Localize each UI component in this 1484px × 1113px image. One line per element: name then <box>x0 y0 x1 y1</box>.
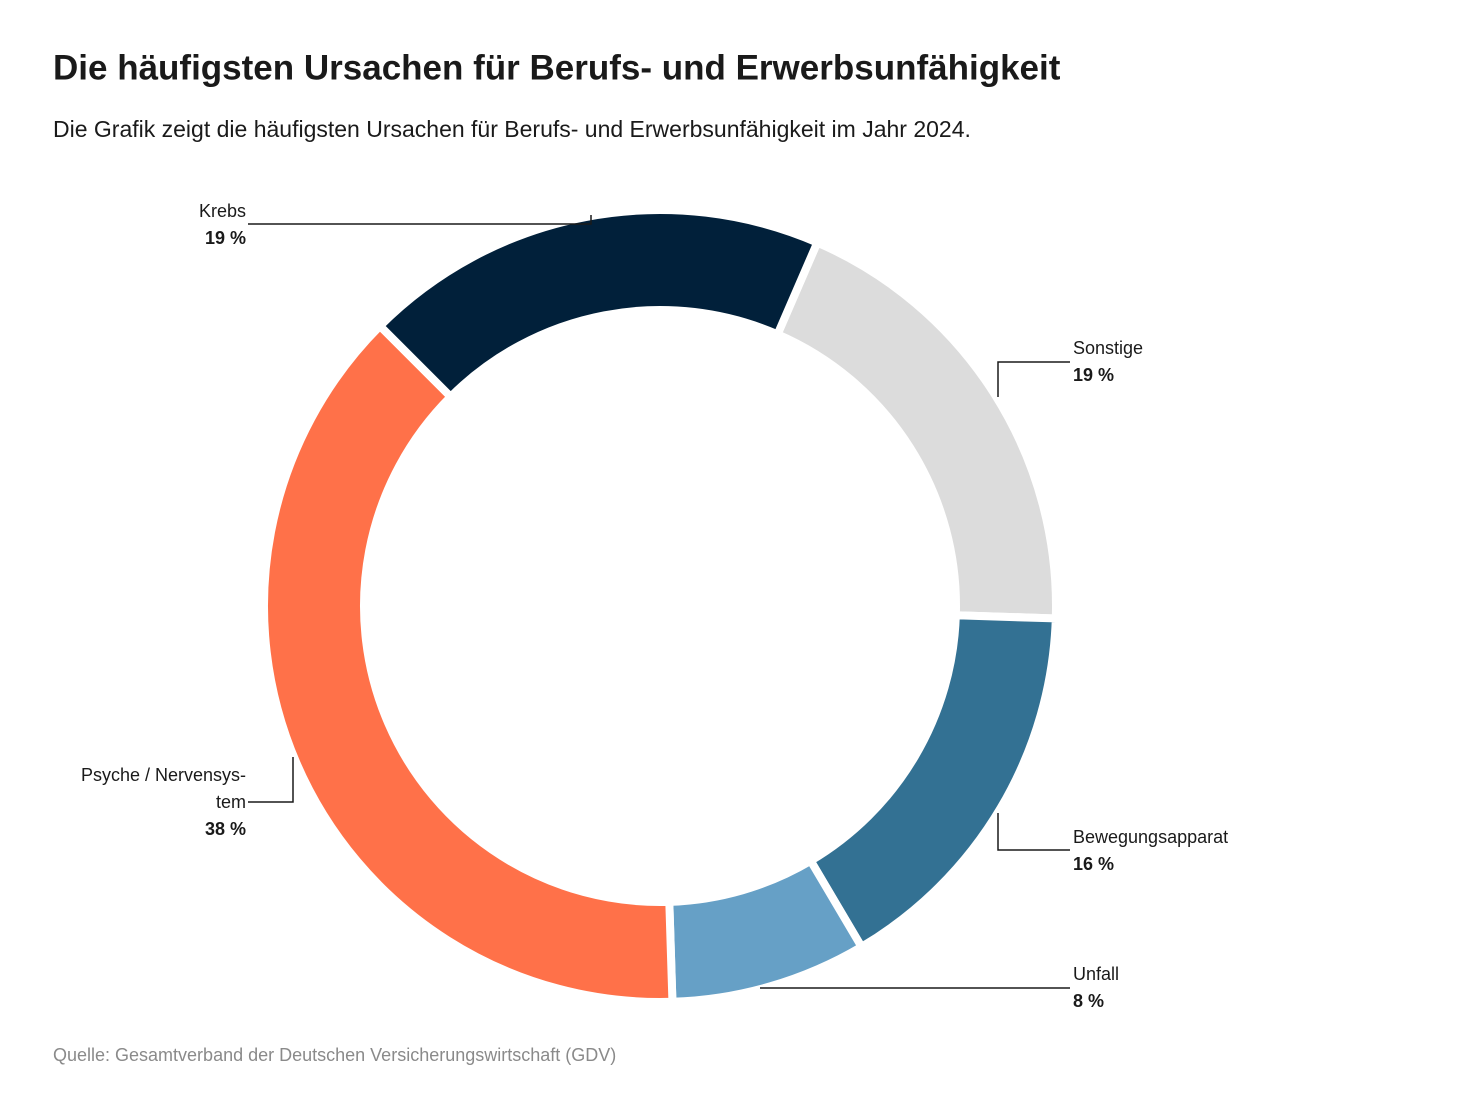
value-label: 19 % <box>1073 365 1114 385</box>
chart-subtitle: Die Grafik zeigt die häufigsten Ursachen… <box>53 116 971 142</box>
chart-title: Die häufigsten Ursachen für Berufs- und … <box>53 48 1061 87</box>
donut-segment <box>772 237 1060 623</box>
value-label: 16 % <box>1073 854 1114 874</box>
donut-segment <box>260 320 677 1006</box>
source: Quelle: Gesamtverband der Deutschen Vers… <box>53 1045 616 1065</box>
value-label: 38 % <box>205 819 246 839</box>
slice-label: Unfall <box>1073 964 1119 984</box>
value-label: 8 % <box>1073 991 1104 1011</box>
slice-label: Sonstige <box>1073 338 1143 358</box>
value-label: 19 % <box>205 228 246 248</box>
donut-segment <box>374 206 823 403</box>
leader-line <box>997 813 1070 851</box>
slice-label: Krebs <box>199 201 246 221</box>
leader-line <box>997 361 1070 397</box>
leader-line <box>248 215 592 225</box>
donut-segment <box>805 611 1060 953</box>
slice-label: Psyche / Nervensys-tem <box>81 765 246 812</box>
leader-line <box>248 757 294 803</box>
slice-label: Bewegungsapparat <box>1073 827 1228 847</box>
